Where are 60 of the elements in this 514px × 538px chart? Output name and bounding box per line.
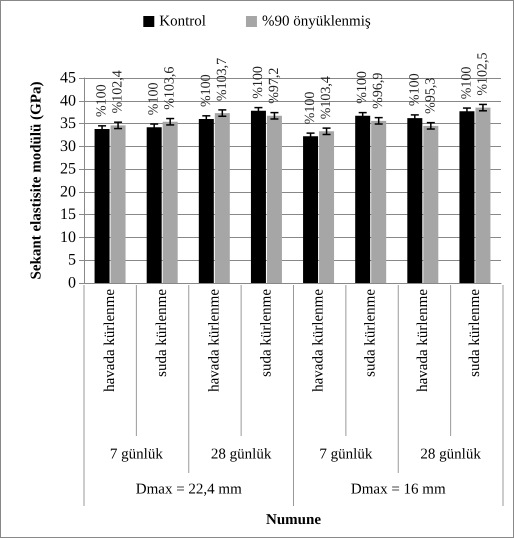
text: Dmax = 22,4 mm: [136, 482, 242, 498]
annotation: %102,4: [110, 70, 126, 114]
annotation: %103,4: [319, 76, 334, 120]
bar: [423, 126, 438, 283]
x-tick-label: suda kürlenme: [362, 288, 379, 377]
y-tick-label: 30: [60, 138, 76, 155]
bar: [162, 122, 178, 283]
bar: [110, 125, 126, 283]
text: 28 günlük: [420, 446, 482, 462]
bar: [250, 110, 266, 283]
legend-label: %90 önyüklenmiş: [262, 14, 371, 30]
bar: [214, 113, 230, 283]
text: Numune: [266, 512, 322, 528]
y-tick-label: 45: [60, 70, 76, 86]
y-tick-label: 15: [60, 206, 76, 224]
text: 7 günlük: [110, 446, 164, 462]
y-tick-label: 25: [60, 160, 76, 178]
y-tick-label: 35: [60, 115, 76, 132]
x-tick-label: havada kürlenme: [310, 288, 327, 392]
annotation: %100: [407, 73, 422, 106]
bar: [407, 118, 422, 283]
text: 28 günlük: [210, 446, 272, 462]
legend-label: Kontrol: [159, 14, 206, 30]
annotation: %95,3: [423, 78, 438, 114]
annotation: %100: [303, 92, 318, 124]
x-tick-label: havada kürlenme: [206, 288, 222, 392]
annotation: %103,6: [162, 66, 178, 110]
bar: [146, 127, 162, 283]
x-tick-label: suda kürlenme: [258, 288, 274, 377]
annotation: %100: [459, 66, 474, 100]
bar: [459, 111, 474, 283]
annotation: %100: [355, 71, 370, 104]
bar: [266, 116, 282, 283]
bar: [475, 108, 490, 283]
bar: [303, 136, 318, 283]
annotation: %100: [250, 66, 266, 99]
bar: [94, 129, 110, 283]
y-tick-label: 10: [60, 228, 76, 246]
bar: [355, 116, 370, 283]
bar: [319, 131, 334, 283]
y-tick-label: 0: [68, 274, 76, 292]
y-tick-label: 5: [68, 252, 76, 269]
y-tick-label: 20: [60, 183, 76, 200]
annotation: %102,5: [475, 52, 490, 96]
x-tick-label: havada kürlenme: [102, 288, 118, 392]
bar: [371, 120, 386, 283]
bar: [198, 119, 214, 283]
y-axis-title: Sekant elastisite modülü (GPa): [28, 82, 44, 280]
x-tick-label: havada kürlenme: [414, 288, 431, 392]
annotation: %103,7: [214, 58, 230, 102]
y-tick-label: 40: [60, 92, 76, 110]
x-tick-label: suda kürlenme: [154, 288, 170, 377]
annotation: %97,2: [266, 68, 282, 104]
text: 7 günlük: [319, 446, 373, 462]
text: Dmax = 16 mm: [350, 482, 446, 498]
annotation: %100: [198, 74, 214, 107]
x-tick-label: suda kürlenme: [466, 288, 483, 377]
annotation: %96,9: [371, 72, 386, 109]
annotation: %100: [94, 84, 110, 118]
annotation: %100: [146, 82, 162, 116]
